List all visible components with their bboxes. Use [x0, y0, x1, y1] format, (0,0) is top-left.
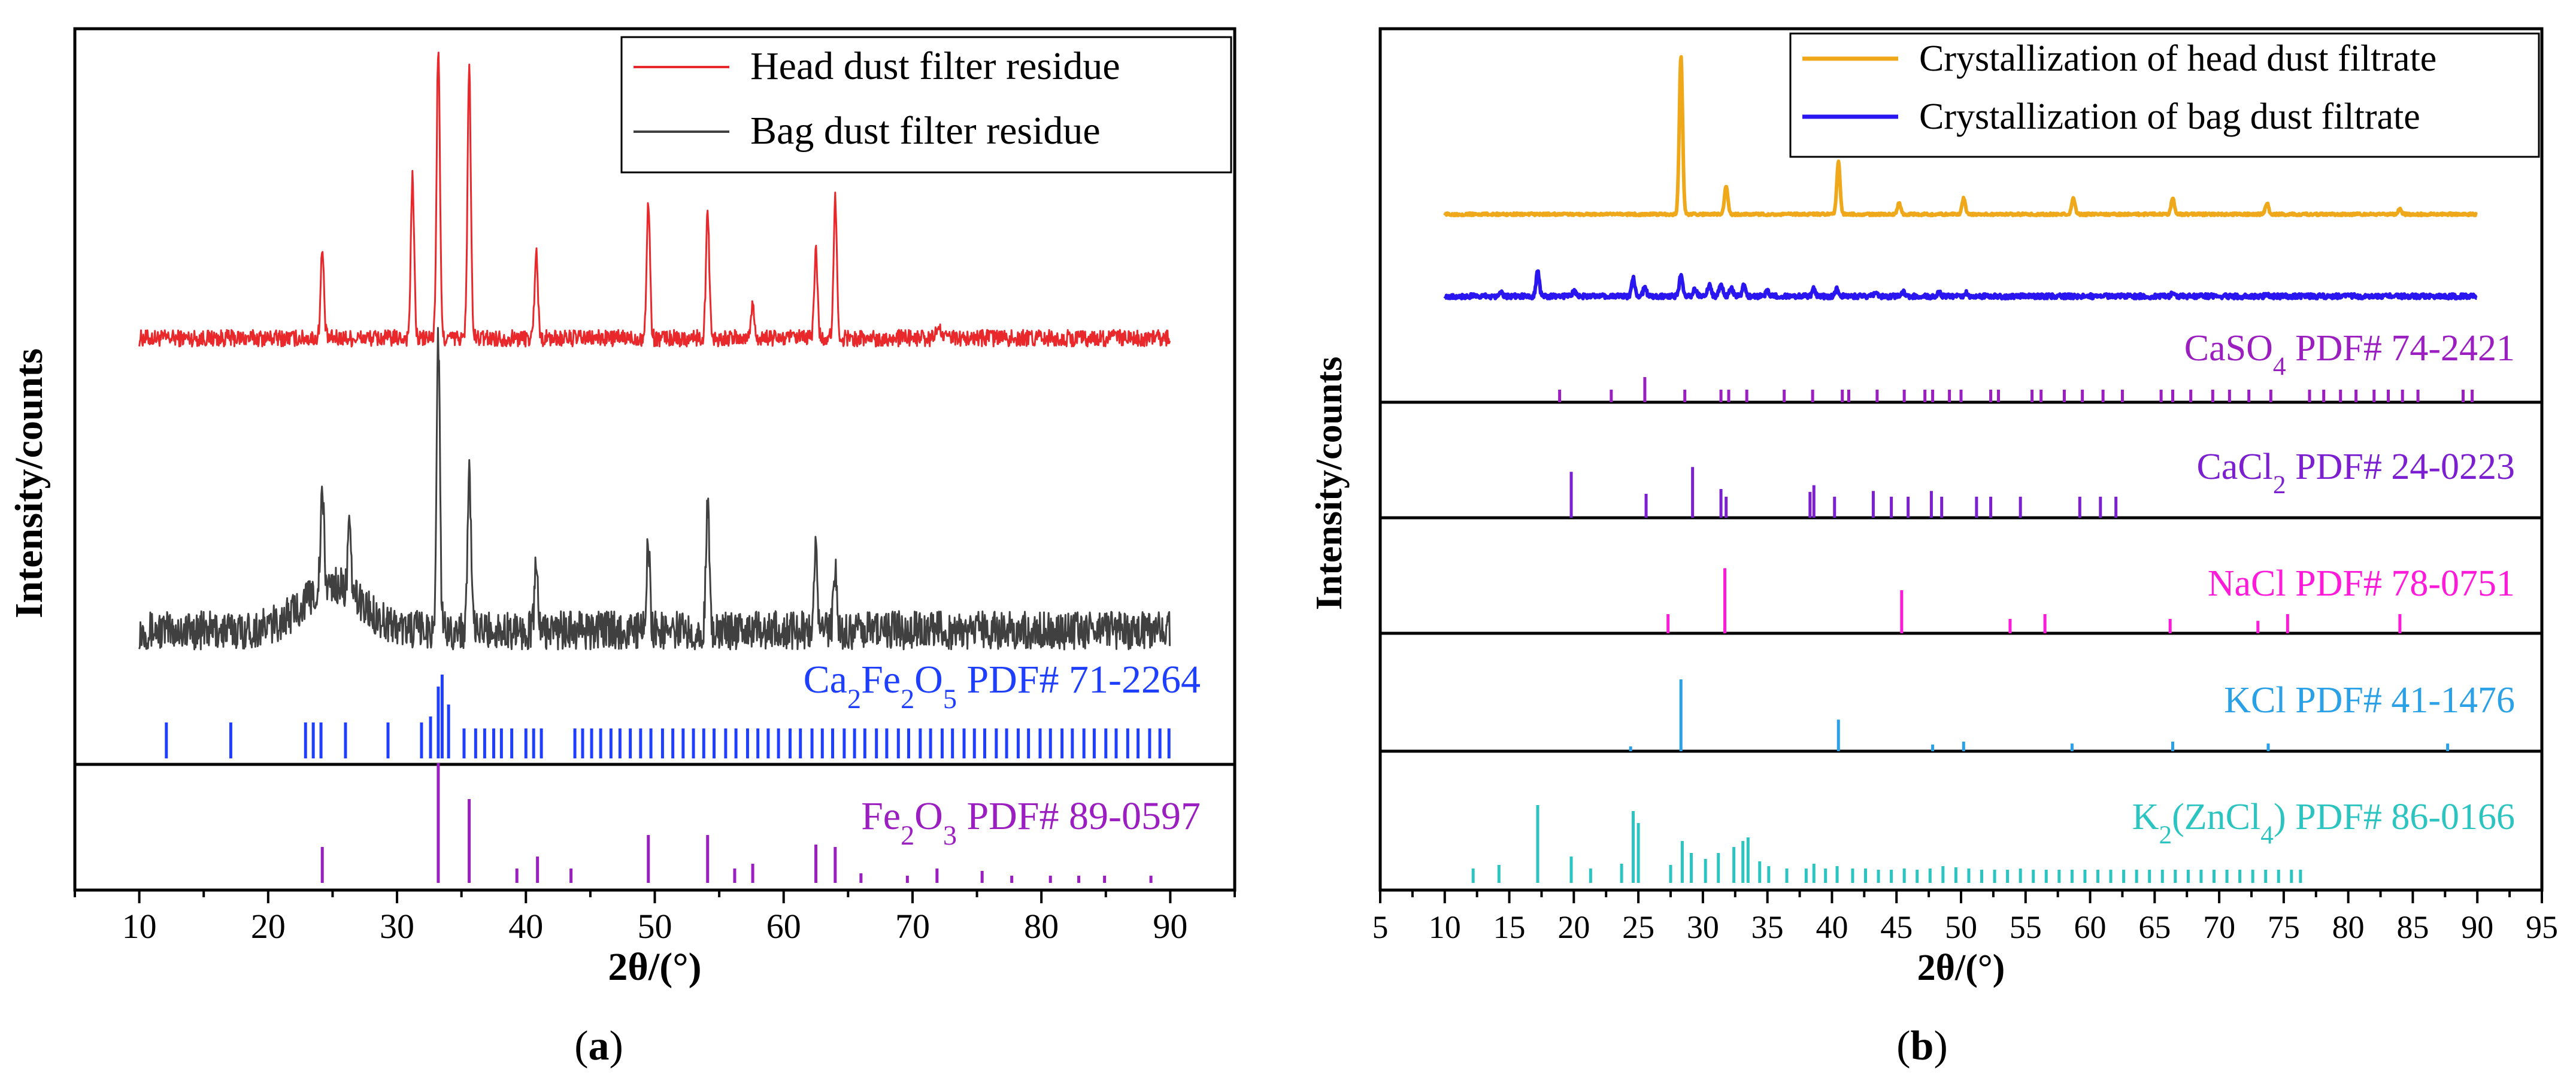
legend-box	[1789, 32, 2540, 158]
reference-pattern	[165, 675, 1171, 758]
x-tick-label: 40	[1816, 909, 1848, 945]
x-tick-label: 50	[638, 907, 672, 946]
reference-pattern	[1666, 568, 2402, 633]
y-axis-label: Intensity/counts	[1309, 357, 1350, 611]
reference-pattern	[1569, 467, 2118, 518]
reference-pattern	[1629, 679, 2450, 751]
reference-label: Ca2Fe2O5 PDF# 71-2264	[804, 658, 1201, 714]
x-axis: 5 10 15 20 25 30 35 40 45 50 55 60 65 70 75 80 85 90 95	[1372, 890, 2558, 945]
x-tick-label: 45	[1880, 909, 1913, 945]
x-tick-label: 70	[2203, 909, 2235, 945]
legend-label: Head dust filter residue	[750, 44, 1120, 88]
x-axis: 10 20 30 40 50 60 70 80 90	[74, 890, 1236, 946]
reference-label: CaSO4 PDF# 74-2421	[2184, 328, 2515, 381]
panel-a-chart: Ca2Fe2O5 PDF# 71-2264 Fe2O3 PDF# 89-0597 H…	[7, 27, 1237, 1069]
reference-label: Fe2O3 PDF# 89-0597	[861, 794, 1201, 851]
x-tick-label: 95	[2526, 909, 2558, 945]
x-axis-label: 2θ/(°)	[1917, 948, 2005, 988]
x-tick-label: 40	[508, 907, 543, 946]
legend-label: Crystallization of head dust filtrate	[1919, 38, 2436, 79]
x-tick-label: 80	[2332, 909, 2365, 945]
reference-label: CaCl2 PDF# 24-0223	[2196, 447, 2515, 499]
x-tick-label: 35	[1751, 909, 1784, 945]
y-axis-label: Intensity/counts	[7, 348, 51, 618]
x-tick-label: 20	[251, 907, 286, 946]
reference-label: K2(ZnCl4) PDF# 86-0166	[2132, 797, 2515, 849]
x-tick-label: 15	[1493, 909, 1526, 945]
x-tick-label: 85	[2396, 909, 2429, 945]
x-axis-label: 2θ/(°)	[608, 945, 701, 989]
x-tick-label: 20	[1557, 909, 1590, 945]
legend: Crystallization of head dust filtrate Cry…	[1789, 32, 2540, 158]
x-tick-label: 75	[2268, 909, 2300, 945]
reference-label: KCl PDF# 41-1476	[2224, 680, 2515, 721]
x-tick-label: 55	[2010, 909, 2042, 945]
x-tick-label: 5	[1372, 909, 1389, 945]
x-tick-label: 60	[2074, 909, 2107, 945]
legend-label: Crystallization of bag dust filtrate	[1919, 96, 2420, 137]
reference-label: NaCl PDF# 78-0751	[2208, 563, 2515, 604]
x-tick-label: 70	[895, 907, 930, 946]
x-tick-label: 90	[2461, 909, 2493, 945]
reference-pattern	[1471, 805, 2302, 883]
x-tick-label: 60	[766, 907, 801, 946]
x-tick-label: 30	[1687, 909, 1719, 945]
x-tick-label: 10	[1429, 909, 1461, 945]
x-tick-label: 10	[122, 907, 157, 946]
panel-b-chart: CaSO4 PDF# 74-2421 CaCl2 PDF# 24-0223 NaCl…	[1309, 27, 2558, 1069]
diffraction-trace	[1443, 55, 2478, 217]
reference-pattern	[1558, 377, 2474, 402]
x-tick-label: 65	[2138, 909, 2171, 945]
x-tick-label: 50	[1945, 909, 1977, 945]
panel-caption: (b)	[1896, 1023, 1948, 1069]
reference-pattern	[320, 763, 1153, 883]
x-tick-label: 30	[380, 907, 414, 946]
legend-box	[620, 36, 1232, 174]
diffraction-trace	[1443, 269, 2478, 300]
x-tick-label: 80	[1024, 907, 1059, 946]
diffraction-trace	[138, 327, 1171, 651]
x-tick-label: 90	[1153, 907, 1187, 946]
panel-caption: (a)	[574, 1023, 623, 1069]
x-tick-label: 25	[1622, 909, 1654, 945]
legend-label: Bag dust filter residue	[750, 109, 1101, 153]
diffraction-trace	[138, 51, 1171, 348]
legend: Head dust filter residue Bag dust filter …	[620, 36, 1232, 174]
